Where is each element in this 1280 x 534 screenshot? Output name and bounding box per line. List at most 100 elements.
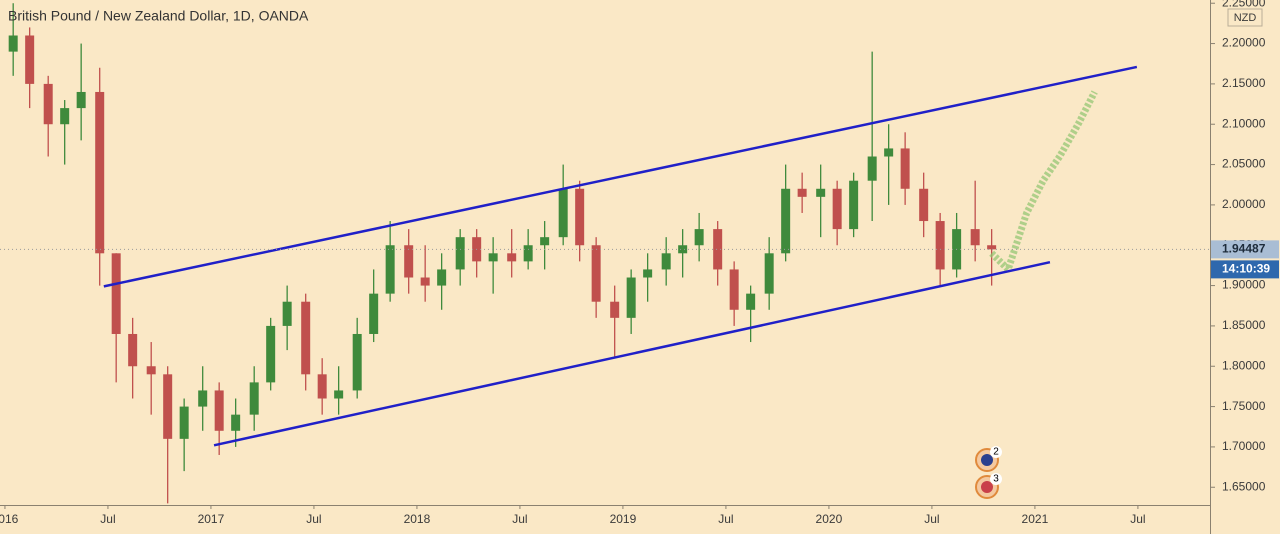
candle-body — [713, 229, 723, 270]
candle-body — [60, 108, 70, 125]
x-tick-label: 2019 — [610, 512, 637, 526]
candle-body — [729, 269, 739, 310]
y-tick-label: 1.70000 — [1222, 439, 1266, 453]
candle-body — [301, 301, 311, 375]
projection-path — [989, 90, 1098, 276]
event-count: 3 — [993, 474, 999, 485]
countdown-label: 14:10:39 — [1222, 262, 1270, 276]
candle-body — [540, 237, 550, 246]
x-tick-label: Jul — [306, 512, 321, 526]
event-flag — [981, 454, 993, 466]
x-tick-label: Jul — [100, 512, 115, 526]
x-tick-label: 2021 — [1022, 512, 1049, 526]
candle-body — [816, 188, 826, 197]
event-count-bg — [990, 446, 1002, 458]
y-tick-label: 2.10000 — [1222, 116, 1266, 130]
y-tick-label: 2.15000 — [1222, 76, 1266, 90]
candle-body — [334, 390, 344, 399]
candle-body — [610, 301, 620, 318]
candle-body — [987, 245, 997, 250]
candle-body — [76, 91, 86, 109]
candle-body — [523, 245, 533, 262]
y-tick-label: 2.00000 — [1222, 197, 1266, 211]
event-flag — [981, 481, 993, 493]
candle-body — [231, 414, 241, 431]
candle-body — [507, 253, 517, 262]
candle-body — [694, 229, 704, 246]
candle-body — [179, 406, 189, 439]
candle-body — [591, 245, 601, 302]
candle-body — [146, 366, 156, 375]
y-tick-label: 2.25000 — [1222, 0, 1266, 9]
candle-body — [575, 188, 585, 246]
candle-body — [678, 245, 688, 254]
candle-body — [369, 293, 379, 334]
candle-body — [488, 253, 498, 262]
candle-body — [764, 253, 774, 294]
candle-body — [111, 253, 121, 334]
countdown-box — [1211, 260, 1279, 279]
candle-body — [25, 35, 35, 84]
candle-body — [746, 293, 756, 310]
candle-body — [437, 269, 447, 286]
candle-body — [352, 333, 362, 391]
candle-body — [797, 188, 807, 197]
currency-label: NZD — [1234, 12, 1257, 24]
candle-body — [8, 35, 18, 52]
candle-body — [970, 229, 980, 246]
candle-body — [266, 325, 276, 383]
candle-body — [900, 148, 910, 189]
y-tick-label: 1.90000 — [1222, 278, 1266, 292]
candle-body — [404, 245, 414, 278]
plot-area — [0, 3, 1210, 504]
trend-line — [213, 260, 1051, 447]
candle-body — [198, 390, 208, 407]
candle-body — [884, 148, 894, 157]
candle-body — [455, 237, 465, 270]
x-tick-label: Jul — [1130, 512, 1145, 526]
y-tick-label: 1.75000 — [1222, 399, 1266, 413]
y-tick-label: 1.85000 — [1222, 318, 1266, 332]
candle-body — [867, 156, 877, 181]
candle-body — [626, 277, 636, 318]
candle-body — [385, 245, 395, 294]
candle-body — [661, 253, 671, 270]
x-tick-label: Jul — [718, 512, 733, 526]
currency-box — [1227, 8, 1263, 27]
x-tick-label: 2020 — [816, 512, 843, 526]
trend-line — [103, 65, 1138, 288]
x-tick-label: Jul — [512, 512, 527, 526]
candle-body — [935, 221, 945, 270]
candle-body — [249, 382, 259, 415]
candle-body — [128, 333, 138, 367]
y-tick-label: 1.80000 — [1222, 358, 1266, 372]
event-count-bg — [990, 473, 1002, 485]
x-tick-label: 2017 — [198, 512, 225, 526]
event-count: 2 — [993, 447, 999, 458]
candle-body — [832, 188, 842, 230]
candle-body — [919, 188, 929, 222]
candle-body — [163, 374, 173, 439]
candle-body — [43, 83, 53, 125]
candle-body — [781, 188, 791, 254]
last-price-label: 1.94487 — [1222, 242, 1266, 256]
chart-title: British Pound / New Zealand Dollar, 1D, … — [8, 8, 309, 24]
candle-body — [558, 188, 568, 238]
last-price-box — [1211, 240, 1279, 259]
y-tick-label: 2.05000 — [1222, 157, 1266, 171]
candle-body — [849, 180, 859, 230]
candle-body — [317, 374, 327, 399]
y-tick-label: 2.20000 — [1222, 36, 1266, 50]
x-tick-label: 2016 — [0, 512, 19, 526]
x-tick-label: Jul — [924, 512, 939, 526]
y-tick-label: 1.65000 — [1222, 479, 1266, 493]
candle-body — [420, 277, 430, 286]
x-tick-label: 2018 — [404, 512, 431, 526]
candle-body — [95, 91, 105, 254]
candle-body — [214, 390, 224, 431]
candle-body — [282, 301, 292, 326]
candle-body — [643, 269, 653, 278]
